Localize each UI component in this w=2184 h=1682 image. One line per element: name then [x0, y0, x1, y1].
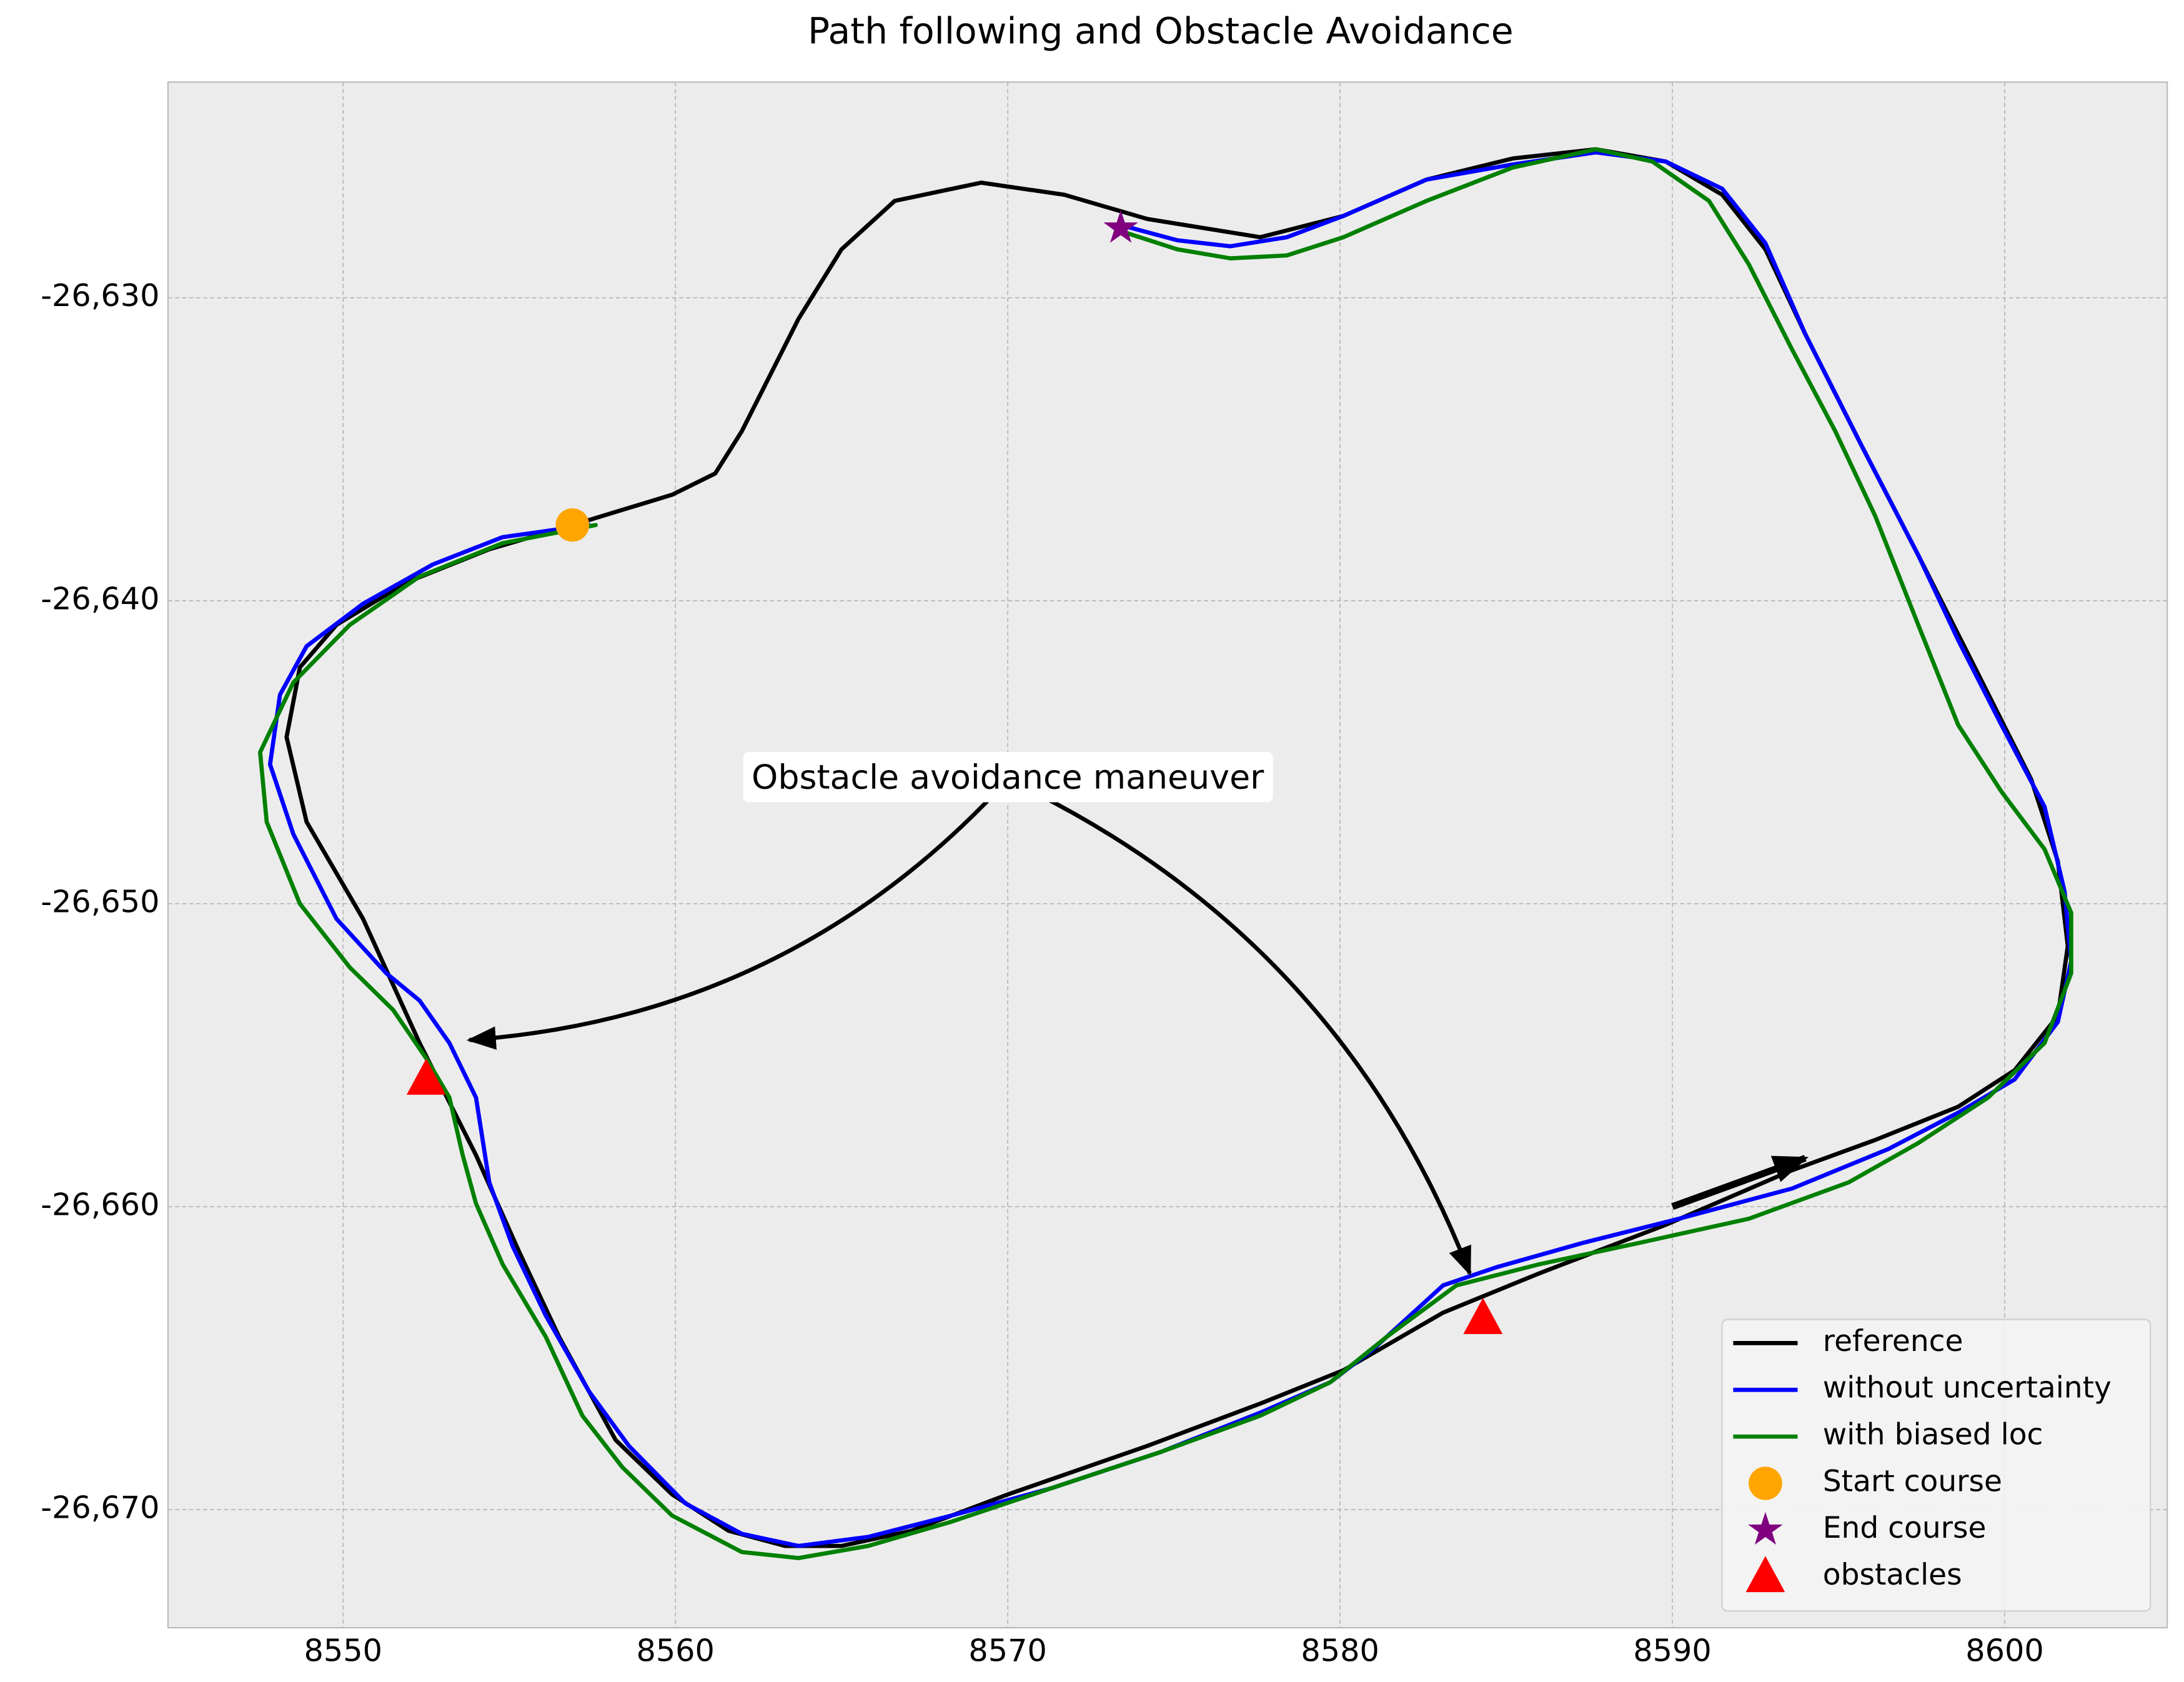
- y-tick-label: -26,640: [41, 580, 159, 616]
- x-tick-label: 8570: [968, 1633, 1046, 1669]
- annotation-text: Obstacle avoidance maneuver: [752, 758, 1264, 797]
- marker: [1103, 210, 1138, 243]
- annotation-arrow: [466, 778, 1010, 1050]
- legend-label: reference: [1823, 1324, 1963, 1358]
- legend-swatch: [1745, 1556, 1785, 1593]
- marker: [406, 1058, 446, 1095]
- x-tick-label: 8590: [1633, 1633, 1711, 1669]
- x-tick-label: 8580: [1301, 1633, 1379, 1669]
- legend-box: [1721, 1318, 2152, 1612]
- legend-label: Start course: [1823, 1465, 2002, 1499]
- legend-label: End course: [1823, 1511, 1987, 1545]
- y-tick-label: -26,660: [41, 1187, 159, 1223]
- y-tick-label: -26,650: [41, 883, 159, 919]
- legend-swatch: [1749, 1467, 1782, 1500]
- legend: reference without uncertainty with biased …: [1721, 1318, 2152, 1612]
- series-line: [267, 150, 2073, 1548]
- series-line: [284, 147, 2070, 1548]
- legend-label: with biased loc: [1823, 1418, 2043, 1452]
- y-tick-label: -26,630: [41, 277, 159, 314]
- legend-label: obstacles: [1823, 1558, 1962, 1592]
- y-tick-label: -26,670: [41, 1490, 159, 1526]
- direction-arrow: [1671, 1155, 1809, 1210]
- x-tick-label: 8550: [304, 1633, 382, 1669]
- annotation-box: [743, 751, 1273, 803]
- legend-label: without uncertainty: [1823, 1371, 2112, 1405]
- marker: [1463, 1297, 1503, 1334]
- marker: [555, 508, 590, 542]
- series-line: [258, 147, 2073, 1560]
- chart-title: Path following and Obstacle Avoidance: [808, 10, 1514, 52]
- x-tick-label: 8560: [636, 1633, 714, 1669]
- legend-swatch: [1748, 1511, 1783, 1545]
- x-tick-label: 8600: [1965, 1633, 2043, 1669]
- annotation-arrow: [1006, 777, 1472, 1276]
